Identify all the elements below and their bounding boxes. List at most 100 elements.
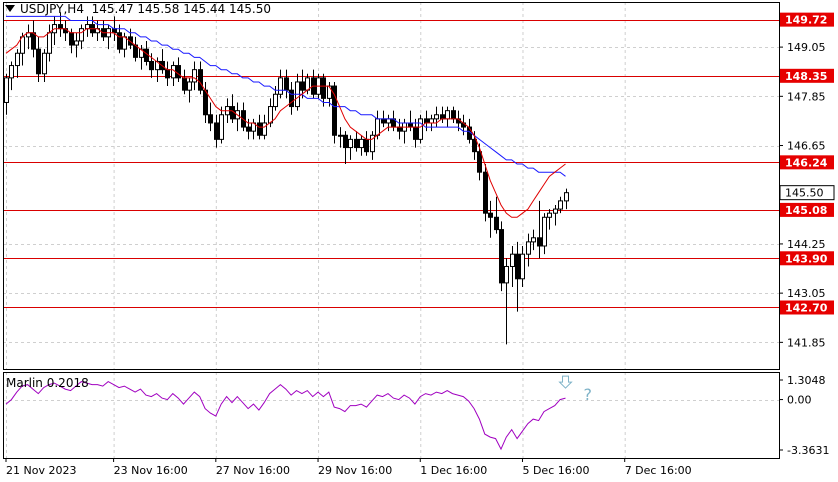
candle-bull [15, 52, 20, 67]
candle-bear [472, 138, 477, 153]
candle-bull [79, 28, 84, 42]
candle-bear [31, 32, 36, 50]
ma-slow-line [6, 15, 566, 177]
candle-bear [537, 237, 542, 247]
osc-tick-label: 1.3048 [787, 374, 826, 387]
current-price-badge [779, 185, 835, 201]
candle-bull [338, 134, 343, 137]
candle-bear [364, 138, 369, 153]
candle-bear [149, 60, 154, 71]
level-badge-label: 142.70 [785, 301, 828, 314]
candle-bear [413, 126, 418, 140]
ohlc-readout: 145.47 145.58 145.44 145.50 [91, 2, 272, 16]
candle-bull [47, 32, 52, 54]
level-badge [780, 68, 834, 83]
down-arrow-icon [558, 375, 573, 389]
oscillator-line [5, 380, 566, 451]
dropdown-triangle-icon[interactable] [5, 5, 15, 12]
candle-bear [246, 126, 251, 132]
candle-bear [241, 110, 246, 128]
symbol-label: USDJPY,H4 [20, 2, 84, 16]
time-tick-label: 27 Nov 16:00 [216, 464, 290, 477]
candle-bull [122, 36, 127, 50]
level-badge-label: 145.08 [785, 204, 827, 217]
question-mark: ? [584, 385, 593, 404]
candle-bull [375, 118, 380, 136]
candle-bull [526, 241, 531, 255]
candle-bull [278, 77, 283, 95]
time-tick-label: 23 Nov 16:00 [114, 464, 188, 477]
price-tick-label: 149.05 [787, 41, 826, 54]
candle-bear [176, 65, 181, 79]
candle-bull [327, 85, 332, 99]
oscillator-pane-frame [3, 372, 780, 459]
level-badge [780, 155, 834, 170]
level-badge [780, 251, 834, 266]
osc-tick-label: 0.00 [787, 394, 812, 407]
candle-bear [408, 122, 413, 128]
candle-bear [381, 118, 386, 124]
candle-bear [300, 81, 305, 91]
time-tick-label: 5 Dec 16:00 [522, 464, 589, 477]
oscillator-series [5, 380, 566, 451]
candle-bull [273, 93, 278, 108]
candle-bull [305, 77, 310, 91]
level-badge [780, 300, 834, 315]
price-tick-label: 141.85 [787, 336, 826, 349]
candle-bear [69, 32, 74, 46]
candle-bull [219, 114, 224, 140]
candle-bull [187, 81, 192, 91]
candle-bull [348, 138, 353, 149]
candle-bull [531, 237, 536, 243]
candle-bear [36, 48, 41, 75]
candle-bear [257, 122, 262, 136]
candle-bear [214, 122, 219, 140]
level-badge-label: 146.24 [785, 156, 828, 169]
level-badge [780, 202, 834, 217]
candle-bull [418, 118, 423, 140]
candle-bear [499, 229, 504, 284]
price-tick-label: 144.25 [787, 238, 826, 251]
candle-bull [139, 48, 144, 58]
candle-bear [208, 114, 213, 124]
candle-bear [58, 24, 63, 30]
candle-bull [359, 138, 364, 149]
candle-bull [9, 65, 14, 79]
candle-bull [268, 106, 273, 124]
price-tick-label: 147.85 [787, 90, 826, 103]
indicator-label: Marlin 0.2018 [6, 376, 89, 390]
candle-bull [386, 118, 391, 124]
time-tick-label: 29 Nov 16:00 [318, 464, 392, 477]
candle-bear [451, 110, 456, 120]
candle-bull [192, 69, 197, 83]
candle-bear [488, 212, 493, 218]
candle-bear [289, 89, 294, 108]
candle-bear [397, 126, 402, 132]
candle-bull [370, 134, 375, 153]
candle-bull [85, 24, 90, 30]
candle-bear [182, 77, 187, 91]
osc-tick-label: -3.3631 [787, 444, 829, 457]
chart-header: USDJPY,H4 145.47 145.58 145.44 145.50 [5, 2, 271, 16]
time-axis: 21 Nov 2023 23 Nov 16:00 27 Nov 16:00 29 No… [5, 458, 692, 477]
price-tick-label: 146.65 [787, 140, 826, 153]
candle-bull [445, 110, 450, 120]
candle-bear [332, 85, 337, 136]
candle-bear [515, 253, 520, 280]
candle-bear [343, 134, 348, 149]
candle-bear [477, 151, 482, 173]
level-badge-label: 149.72 [785, 14, 827, 27]
candle-bull [564, 192, 569, 202]
candle-bull [558, 200, 563, 210]
candle-bear [440, 114, 445, 120]
candle-bull [155, 60, 160, 71]
candle-bear [165, 69, 170, 79]
candle-bear [494, 216, 499, 231]
level-badge [780, 12, 834, 27]
candle-bear [284, 77, 289, 91]
candle-bear [117, 32, 122, 50]
candle-bull [4, 77, 9, 103]
time-tick-label: 1 Dec 16:00 [420, 464, 487, 477]
oscillator-annotations: ? [558, 375, 593, 404]
candle-bull [434, 114, 439, 120]
